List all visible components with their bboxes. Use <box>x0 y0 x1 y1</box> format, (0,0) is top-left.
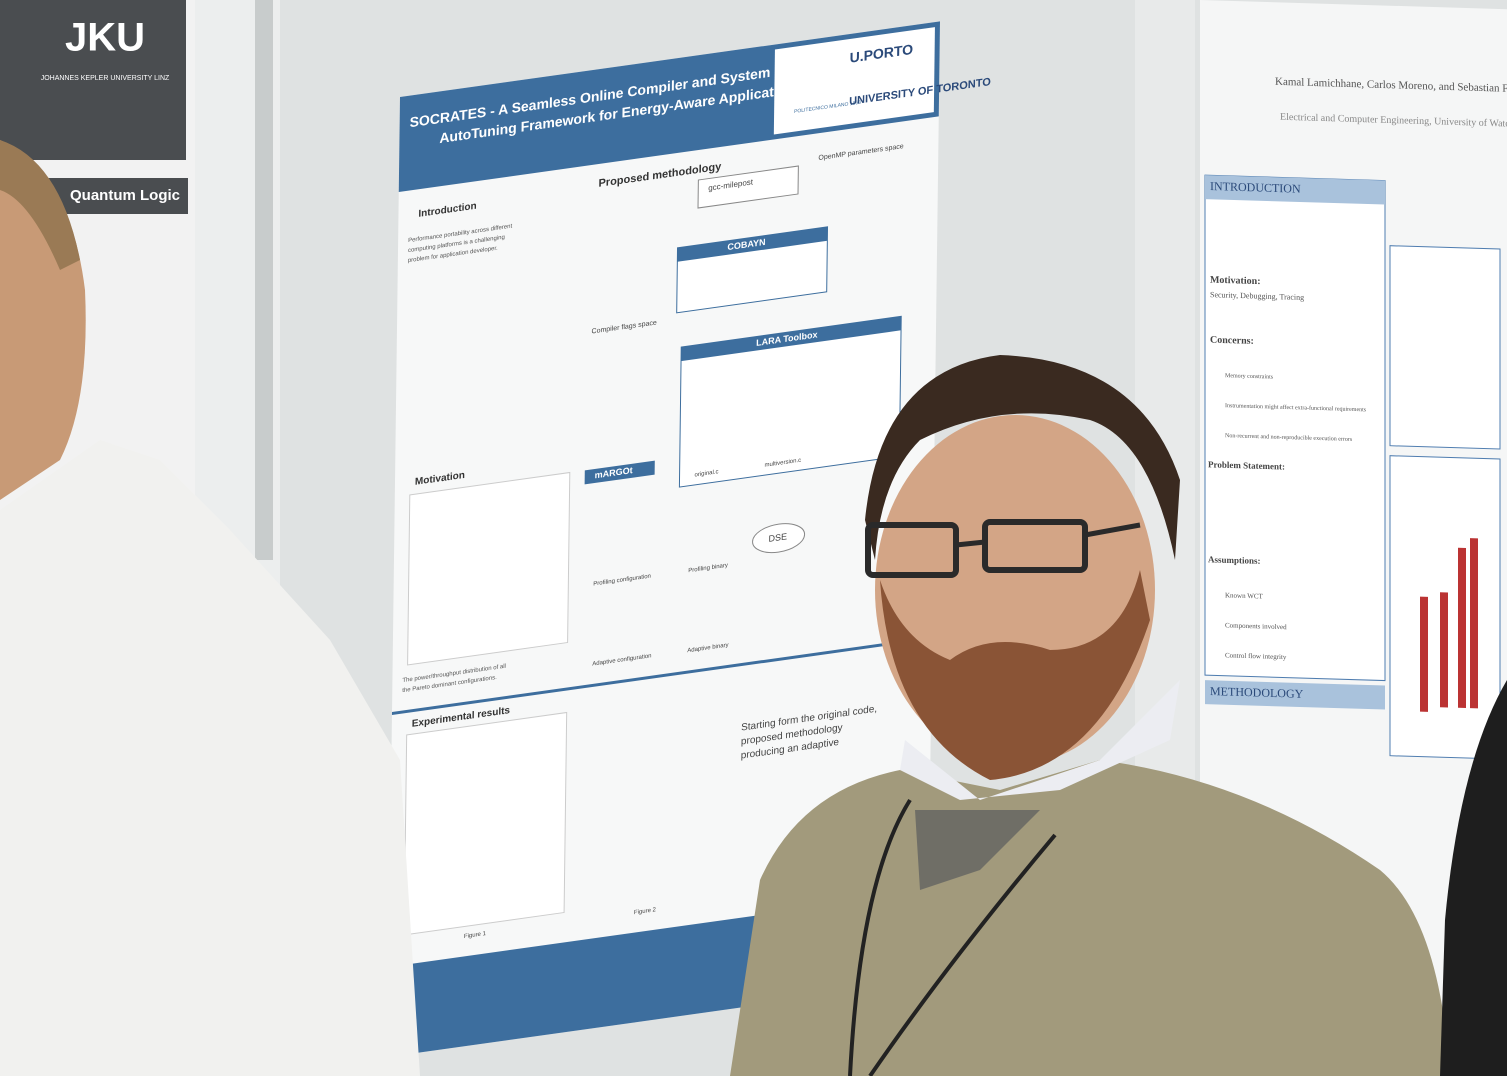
sweater <box>730 760 1450 1076</box>
section-heading: INTRODUCTION <box>1210 179 1301 196</box>
panel-frame <box>255 0 273 560</box>
label: Motivation: <box>1210 275 1261 288</box>
label: Profiling binary <box>688 563 728 575</box>
label: Concerns: <box>1210 335 1254 347</box>
section-heading: METHODOLOGY <box>1210 684 1304 701</box>
chart-bar <box>1458 547 1466 708</box>
university: JOHANNES KEPLER UNIVERSITY LINZ <box>41 75 170 82</box>
shirt-stripes <box>915 810 1040 890</box>
label: original.c <box>694 469 718 478</box>
hair <box>865 355 1180 560</box>
lanyard <box>848 798 1057 1076</box>
chart-figure <box>407 471 571 666</box>
glasses-bridge <box>955 539 986 548</box>
glasses-arm <box>1084 522 1141 538</box>
column <box>1389 245 1501 450</box>
section-band <box>1205 680 1385 710</box>
right-person <box>1440 680 1507 1076</box>
glasses-lens <box>982 519 1088 573</box>
hair <box>0 140 80 270</box>
left-person <box>0 140 420 1076</box>
label: Adaptive binary <box>687 643 728 655</box>
logo: JKU <box>65 16 145 60</box>
body-text: Security, Debugging, Tracing <box>1210 290 1304 302</box>
bullet: Memory constraints <box>1225 373 1274 380</box>
cloud <box>752 523 806 554</box>
glasses-lens <box>865 522 959 578</box>
figure-caption: Figure 2 <box>634 907 657 916</box>
box-header <box>677 226 828 262</box>
bullet: Known WCT <box>1225 591 1264 600</box>
white-shirt <box>0 440 420 1076</box>
divider <box>391 636 933 715</box>
section-band <box>1205 175 1385 205</box>
label: multiversion.c <box>764 458 801 469</box>
chart-bar <box>1470 538 1478 709</box>
box <box>697 165 799 209</box>
box-header <box>681 316 902 362</box>
heading: Quantum Logic <box>70 187 180 204</box>
bullet: Instrumentation might affect extra-funct… <box>1225 402 1367 413</box>
figure-caption: Figure 1 <box>464 931 487 940</box>
chart-figure <box>403 711 568 936</box>
beard <box>880 570 1150 780</box>
box-header <box>584 460 655 485</box>
label: Problem Statement: <box>1208 459 1285 471</box>
collar <box>900 680 1180 800</box>
box-label: DSE <box>769 531 788 544</box>
main-person <box>730 355 1450 1076</box>
column <box>1204 174 1386 682</box>
bullet: Control flow integrity <box>1225 651 1287 661</box>
label: Assumptions: <box>1208 554 1261 566</box>
poster-header <box>0 0 186 160</box>
bullet: Components involved <box>1225 621 1287 631</box>
bullet: Non-recurrent and non-reproducible execu… <box>1225 433 1353 443</box>
logo-area <box>773 27 935 135</box>
chart-bar <box>1420 596 1428 712</box>
chart-bar <box>1440 592 1448 708</box>
